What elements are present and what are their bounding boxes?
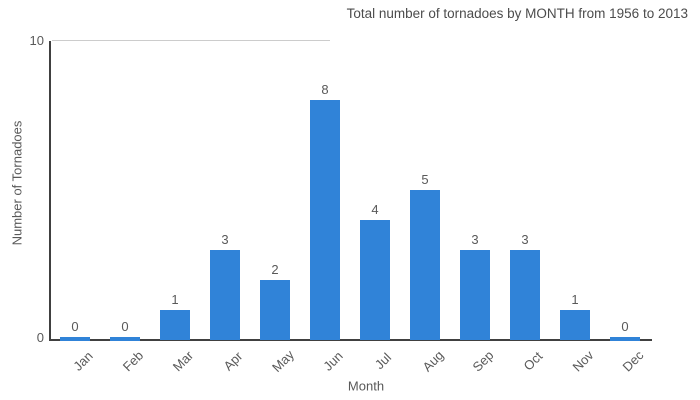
y-axis-tick-label-0: 0 bbox=[36, 330, 44, 345]
bar-value-label-mar: 1 bbox=[171, 292, 179, 307]
x-axis-line bbox=[49, 339, 652, 341]
bar-value-label-nov: 1 bbox=[571, 292, 579, 307]
x-axis-tick-label-dec: Dec bbox=[619, 347, 647, 375]
bar-nov bbox=[560, 310, 590, 340]
bar-aug bbox=[410, 190, 440, 340]
bar-may bbox=[260, 280, 290, 340]
chart-title: Total number of tornadoes by MONTH from … bbox=[346, 6, 688, 21]
y-axis-title: Number of Tornadoes bbox=[9, 120, 25, 246]
bar-oct bbox=[510, 250, 540, 340]
x-axis-tick-label-oct: Oct bbox=[520, 348, 546, 374]
bar-dec bbox=[610, 337, 640, 341]
x-axis-tick-label-may: May bbox=[269, 347, 297, 375]
bar-jul bbox=[360, 220, 390, 340]
x-axis-tick-label-apr: Apr bbox=[220, 348, 246, 374]
x-axis-tick-label-jul: Jul bbox=[371, 349, 395, 373]
y-axis-tick-label-10: 10 bbox=[29, 33, 44, 48]
bar-value-label-dec: 0 bbox=[621, 319, 629, 334]
bar-sep bbox=[460, 250, 490, 340]
bar-value-label-apr: 3 bbox=[221, 232, 229, 247]
bar-value-label-jul: 4 bbox=[371, 202, 379, 217]
bar-jun bbox=[310, 100, 340, 340]
bar-value-label-feb: 0 bbox=[121, 319, 129, 334]
bar-value-label-may: 2 bbox=[271, 262, 279, 277]
x-axis-tick-label-sep: Sep bbox=[469, 347, 497, 375]
x-axis-tick-label-jan: Jan bbox=[70, 348, 96, 374]
x-axis-tick-label-jun: Jun bbox=[320, 348, 346, 374]
bar-apr bbox=[210, 250, 240, 340]
x-axis-tick-label-feb: Feb bbox=[119, 347, 147, 375]
x-axis-title: Month bbox=[347, 378, 385, 394]
bar-mar bbox=[160, 310, 190, 340]
top-gridline bbox=[52, 40, 330, 41]
bar-value-label-sep: 3 bbox=[471, 232, 479, 247]
bar-value-label-aug: 5 bbox=[421, 172, 429, 187]
bar-value-label-oct: 3 bbox=[521, 232, 529, 247]
x-axis-tick-label-mar: Mar bbox=[169, 347, 197, 375]
bar-feb bbox=[110, 337, 140, 341]
y-axis-line bbox=[49, 41, 51, 341]
bar-jan bbox=[60, 337, 90, 341]
bar-value-label-jun: 8 bbox=[321, 82, 329, 97]
bar-value-label-jan: 0 bbox=[71, 319, 79, 334]
x-axis-tick-label-nov: Nov bbox=[569, 347, 597, 375]
x-axis-tick-label-aug: Aug bbox=[419, 347, 447, 375]
